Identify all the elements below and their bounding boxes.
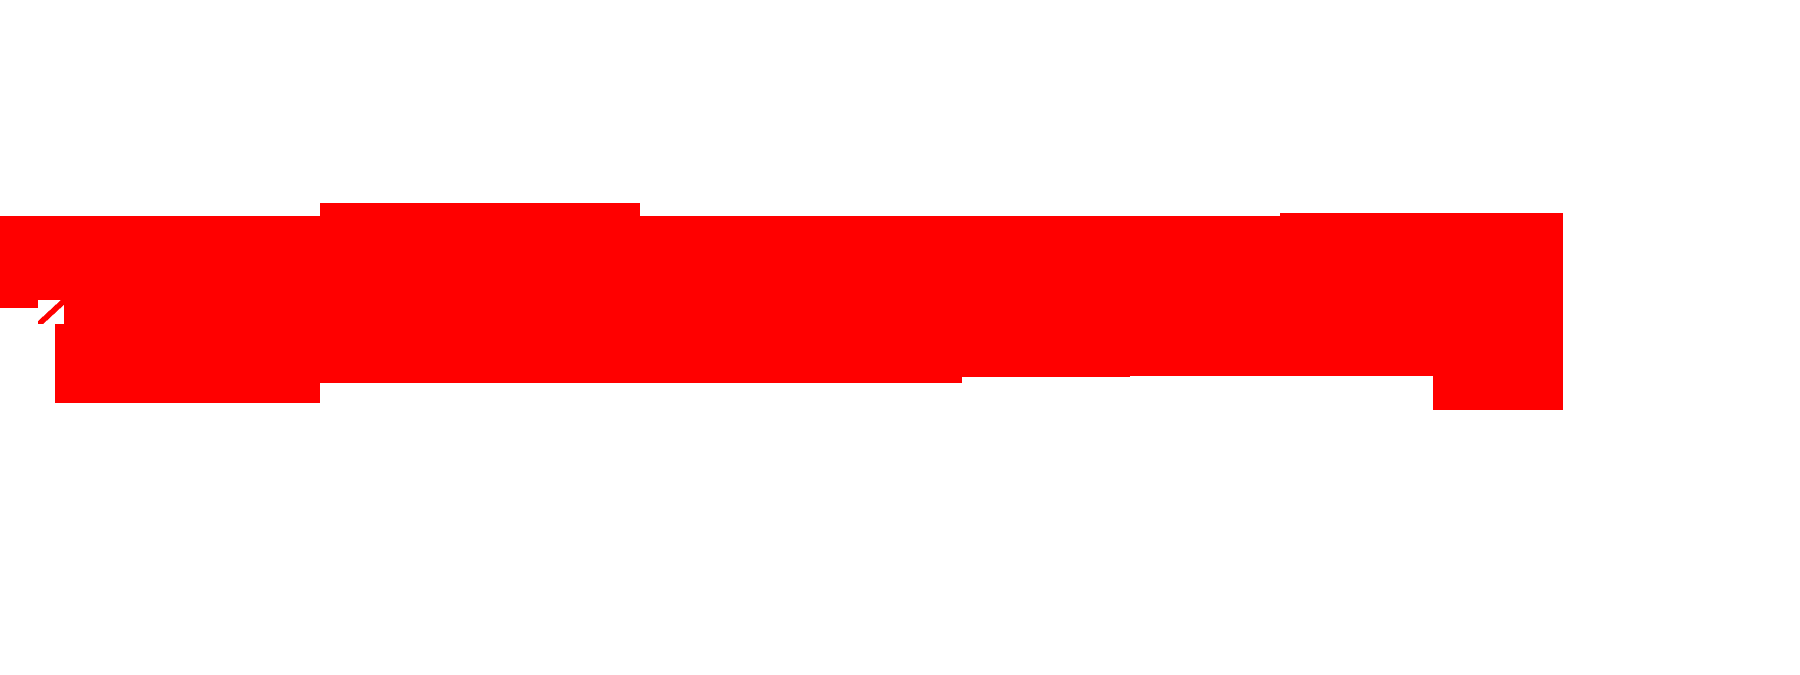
redaction-block-6 — [55, 300, 320, 403]
redaction-notch — [38, 300, 64, 324]
redaction-block-10 — [0, 216, 1563, 308]
redaction-block-7 — [320, 300, 1130, 377]
redaction-block-8 — [1130, 308, 1433, 376]
redaction-block-9 — [1433, 308, 1563, 410]
